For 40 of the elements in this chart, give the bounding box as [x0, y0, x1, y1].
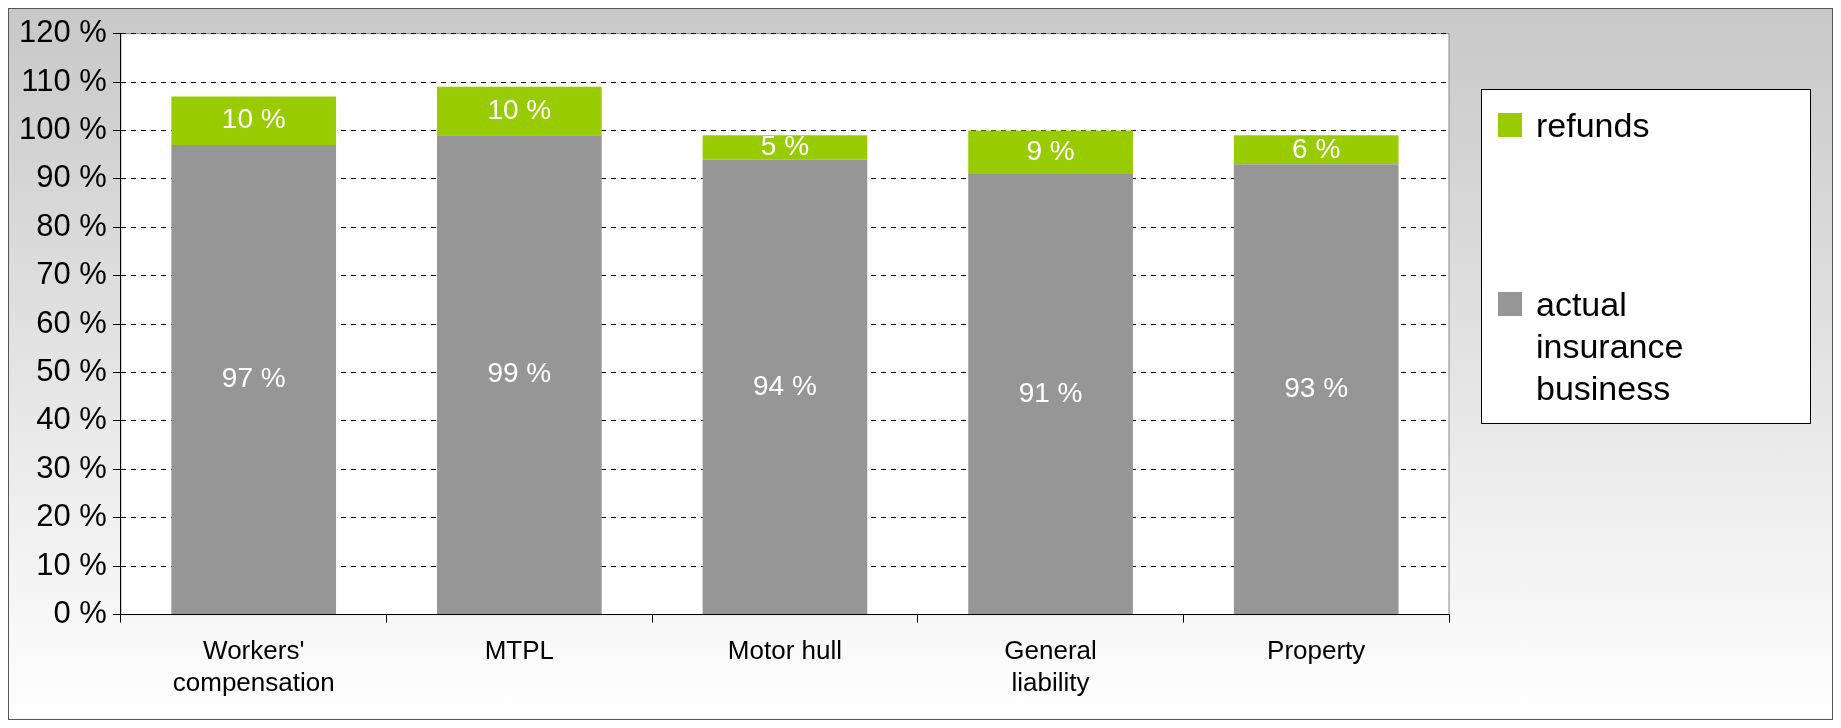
bar [968, 130, 1133, 175]
y-tick-label: 20 % [36, 498, 107, 534]
y-tick-label: 120 % [18, 14, 107, 50]
data-label: 94 % [753, 369, 817, 401]
bar [436, 86, 602, 136]
x-tick-label: General liability [1004, 635, 1097, 697]
y-tick-label: 70 % [36, 256, 107, 292]
y-tick-label: 10 % [36, 546, 107, 582]
data-label: 5 % [760, 130, 810, 162]
bar [702, 135, 868, 160]
data-label: 91 % [1018, 376, 1083, 408]
bar [436, 135, 602, 615]
bar [171, 144, 337, 615]
bar [171, 96, 337, 145]
y-tick-label: 60 % [36, 304, 107, 340]
y-tick-label: 30 % [36, 449, 107, 485]
bar [702, 159, 868, 615]
data-label: 10 % [221, 103, 286, 135]
y-tick-label: 90 % [36, 159, 107, 195]
bar [1233, 164, 1399, 615]
bar [968, 174, 1133, 615]
data-label: 97 % [221, 362, 286, 394]
x-tick-label: Workers' compensation [172, 635, 335, 697]
y-tick-label: 80 % [36, 207, 107, 243]
x-tick-label: Motor hull [727, 635, 843, 666]
x-tick-label: MTPL [484, 635, 554, 666]
legend-label: actual insurance business [1536, 284, 1685, 409]
data-label: 99 % [487, 357, 552, 389]
data-label: 9 % [1026, 134, 1075, 166]
bar [1233, 135, 1399, 165]
data-label: 6 % [1292, 132, 1341, 164]
y-tick-label: 100 % [18, 110, 107, 146]
y-tick-label: 0 % [53, 595, 107, 631]
y-tick-label: 110 % [21, 62, 107, 98]
x-tick-label: Property [1267, 635, 1366, 666]
data-label: 93 % [1284, 371, 1349, 403]
data-label: 10 % [487, 93, 552, 125]
y-tick-label: 50 % [36, 353, 107, 389]
y-tick-label: 40 % [36, 401, 107, 437]
legend-label: refunds [1536, 105, 1651, 146]
